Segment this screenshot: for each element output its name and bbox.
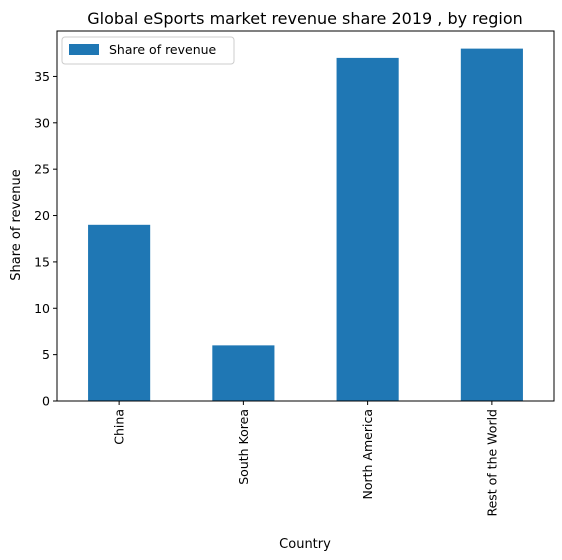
legend-label: Share of revenue xyxy=(109,42,217,57)
x-tick-label: China xyxy=(112,409,127,445)
legend: Share of revenue xyxy=(61,36,235,65)
chart-title: Global eSports market revenue share 2019… xyxy=(87,9,523,28)
bar-north-america xyxy=(336,57,399,401)
x-tick-label: Rest of the World xyxy=(484,409,499,517)
x-axis-label: Country xyxy=(279,537,331,552)
y-axis-label: Share of revenue xyxy=(9,169,24,281)
x-tick-label: South Korea xyxy=(236,409,251,485)
bar-rest-of-the-world xyxy=(460,48,523,401)
y-tick-label: 20 xyxy=(34,208,50,223)
plot-area xyxy=(56,30,555,402)
x-tick-label: North America xyxy=(360,409,375,500)
y-tick-label: 10 xyxy=(34,301,50,316)
y-tick-label: 5 xyxy=(42,347,50,362)
legend-box xyxy=(61,36,235,65)
y-tick-label: 25 xyxy=(34,162,50,177)
x-axis: China South Korea North America Rest of the… xyxy=(112,401,499,517)
bar-south-korea xyxy=(212,345,275,401)
y-tick-label: 30 xyxy=(34,115,50,130)
bar-china xyxy=(88,224,151,401)
y-tick-label: 0 xyxy=(42,394,50,409)
legend-swatch xyxy=(69,44,99,55)
y-tick-label: 35 xyxy=(34,69,50,84)
y-tick-label: 15 xyxy=(34,254,50,269)
y-axis: 0 5 10 15 20 25 30 35 xyxy=(34,69,57,409)
